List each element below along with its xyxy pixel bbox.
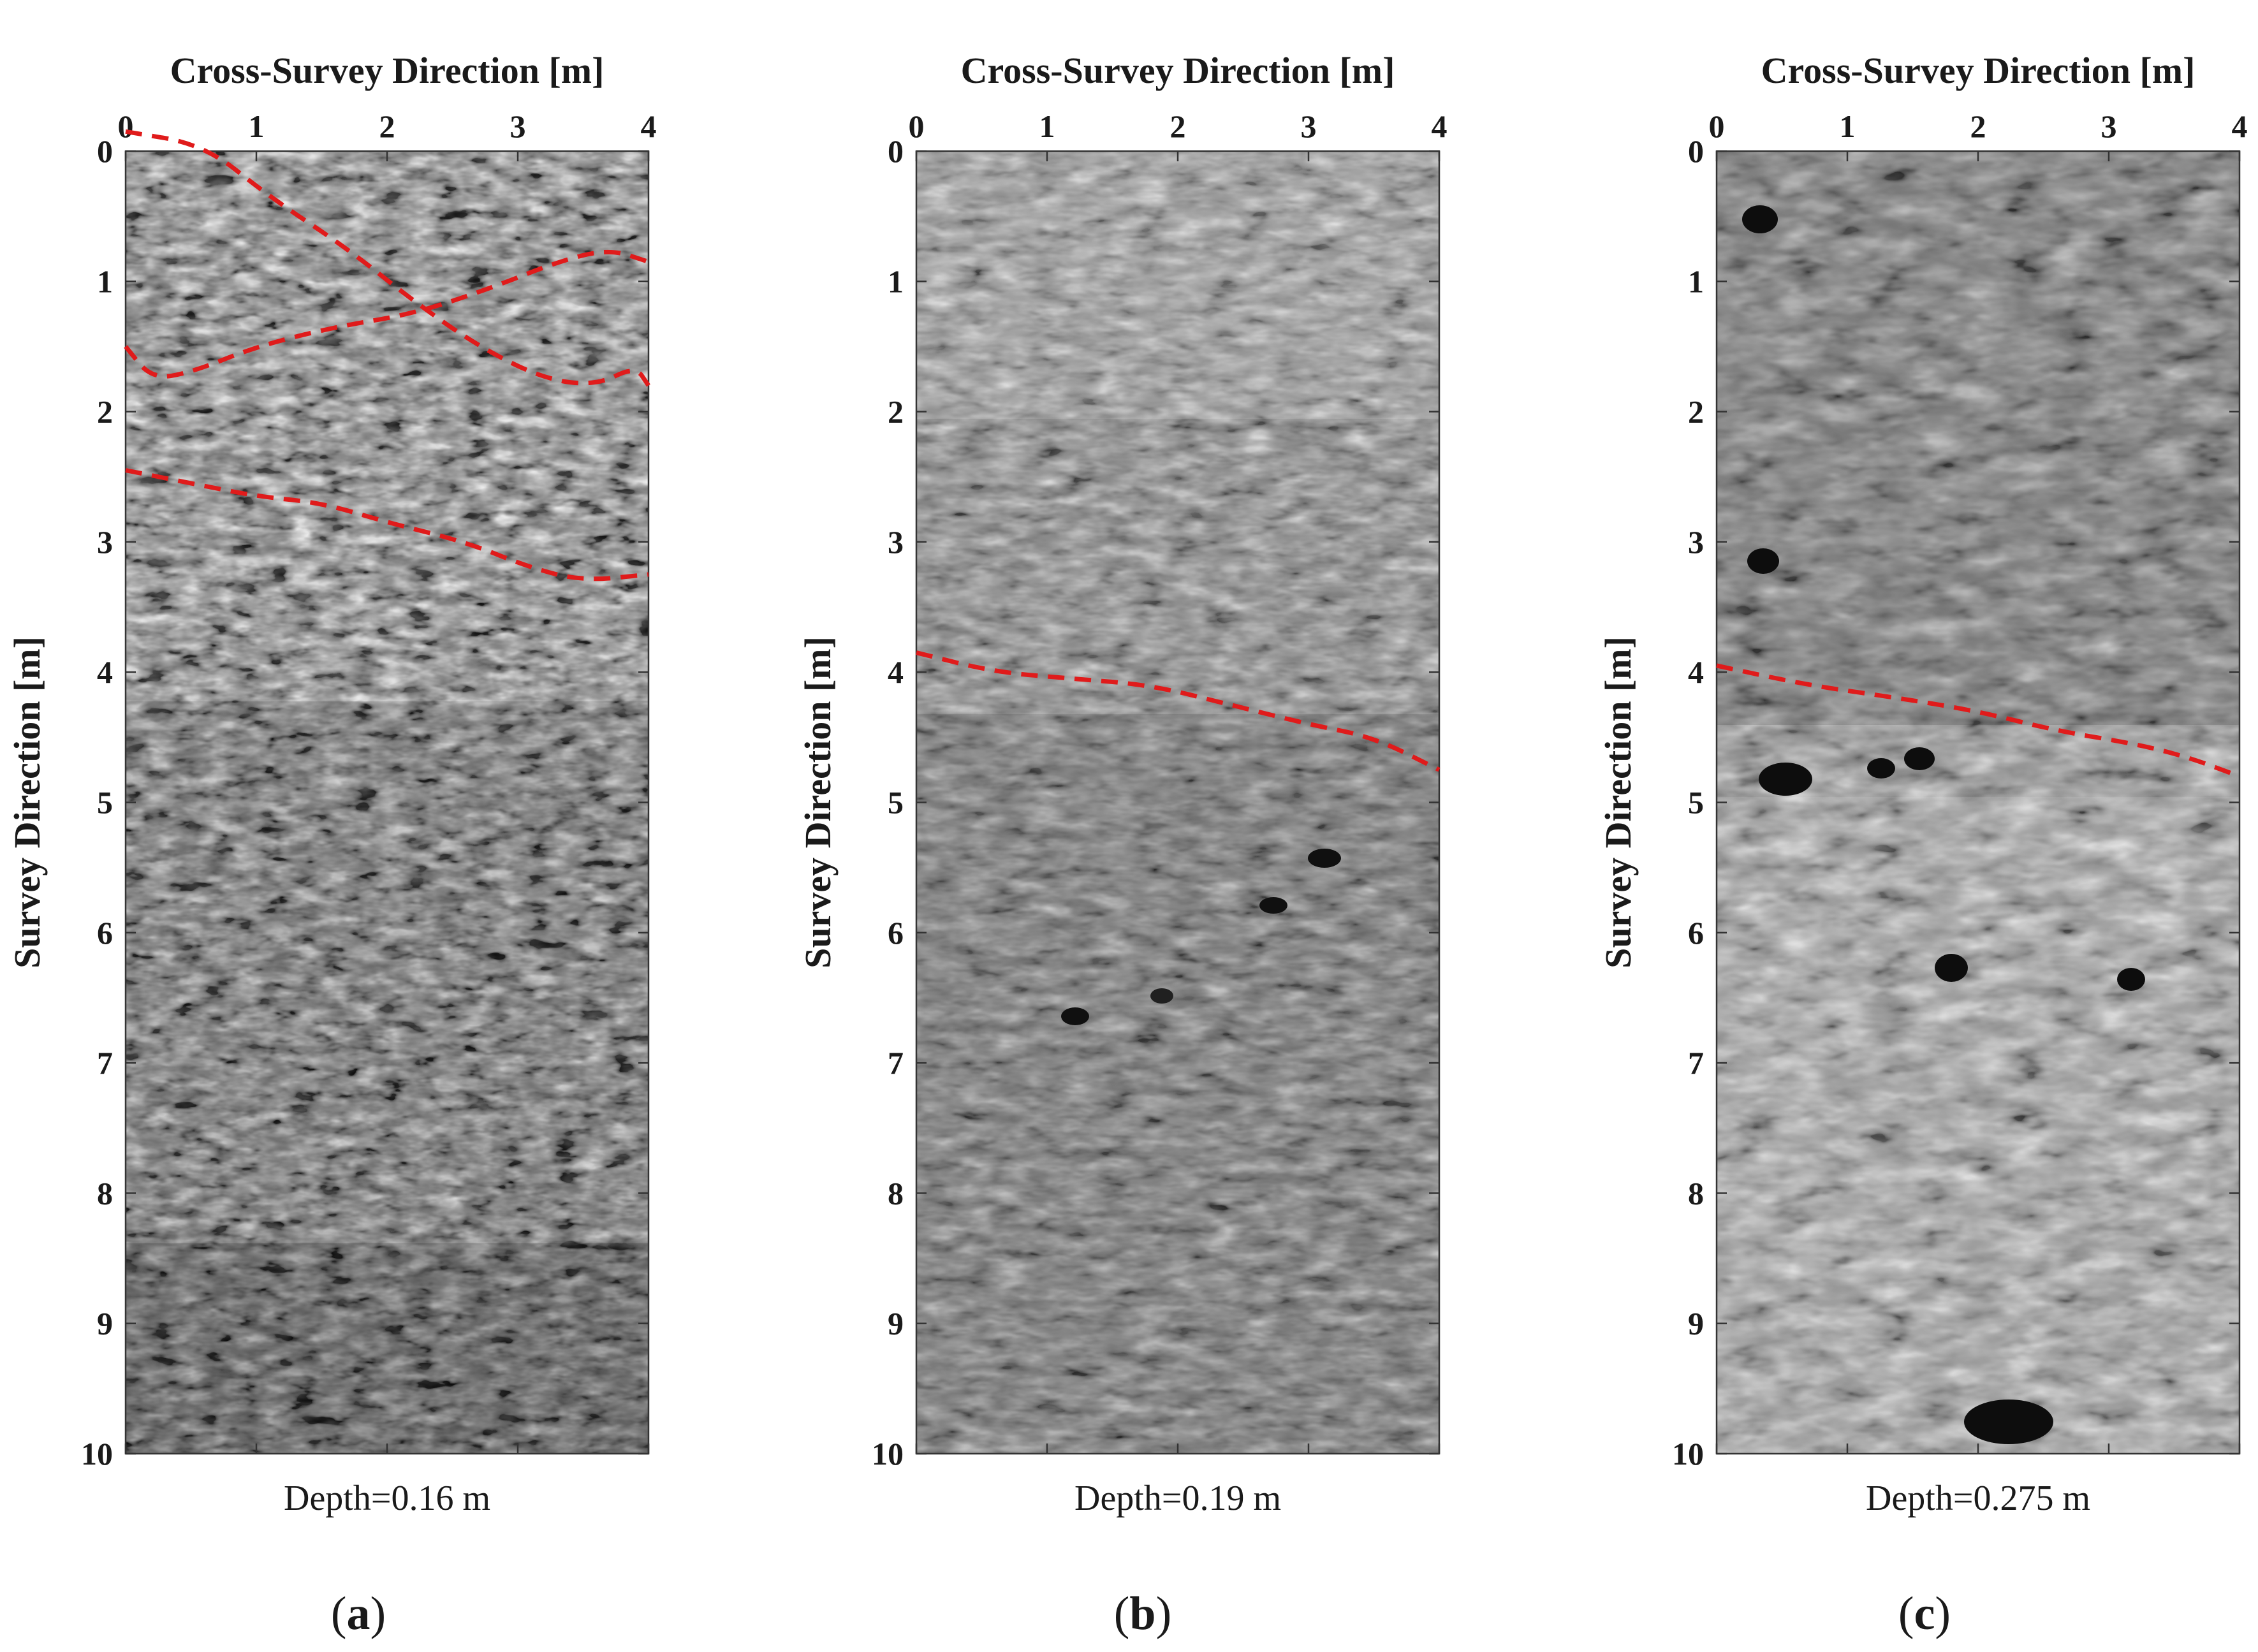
panel-label-open: ( <box>1114 1588 1130 1640</box>
y-tick-label: 7 <box>97 1045 113 1081</box>
panel-label-letter: a <box>347 1588 370 1640</box>
y-tick-label: 4 <box>888 654 904 690</box>
panel-b: 0 1 2 3 4 0 1 2 3 4 5 6 7 8 9 10 Cross-Survey Direction … <box>797 50 1448 1640</box>
x-tick-label: 4 <box>1432 108 1448 144</box>
y-tick-label: 2 <box>97 394 113 430</box>
y-tick-label: 4 <box>1688 654 1704 690</box>
y-tick-label: 8 <box>888 1175 904 1211</box>
y-tick-label: 10 <box>872 1436 904 1472</box>
y-tick-label: 2 <box>888 394 904 430</box>
x-tick-label: 3 <box>2101 108 2117 144</box>
y-tick-label: 3 <box>97 524 113 560</box>
panel-a: 0 1 2 3 4 0 1 2 3 4 5 6 7 8 9 10 Cross-Survey Direction … <box>6 50 657 1640</box>
x-tick-label: 0 <box>118 108 134 144</box>
x-tick-label: 4 <box>641 108 657 144</box>
boundary-dashed-line <box>125 468 649 581</box>
panel-c: 0 1 2 3 4 0 1 2 3 4 5 6 7 8 9 10 Cross-Survey Direction … <box>1597 50 2248 1640</box>
panel-label-close: ) <box>1935 1588 1951 1640</box>
dark-anomaly <box>1061 1007 1089 1025</box>
boundary-dashed-line <box>125 129 650 387</box>
dark-anomaly <box>1308 849 1341 868</box>
panel-label: (b) <box>1114 1588 1171 1640</box>
y-tick-label: 6 <box>888 915 904 951</box>
x-tick-label: 0 <box>909 108 925 144</box>
boundary-dashed-line <box>916 650 1441 772</box>
y-tick-label: 3 <box>1688 524 1704 560</box>
y-tick-label: 2 <box>1688 394 1704 430</box>
dark-anomaly <box>1747 548 1779 574</box>
x-tick-label: 2 <box>1170 108 1186 144</box>
dark-anomaly <box>1759 763 1812 796</box>
gpr-slice-image-c <box>1717 151 2240 1454</box>
y-axis-title: Survey Direction [m] <box>797 636 839 969</box>
y-tick-label: 9 <box>888 1306 904 1341</box>
panel-label-close: ) <box>370 1588 386 1640</box>
y-tick-label: 9 <box>1688 1306 1704 1341</box>
dark-anomaly <box>1742 205 1778 233</box>
y-tick-label: 1 <box>888 263 904 299</box>
y-tick-label: 6 <box>1688 915 1704 951</box>
dark-anomaly <box>1935 954 1968 982</box>
y-tick-label: 8 <box>1688 1175 1704 1211</box>
y-axis-title: Survey Direction [m] <box>6 636 48 969</box>
panel-label-close: ) <box>1156 1588 1172 1640</box>
depth-label: Depth=0.19 m <box>1074 1479 1281 1518</box>
y-tick-label: 10 <box>81 1436 113 1472</box>
panel-label-open: ( <box>331 1588 347 1640</box>
dark-anomaly <box>1904 747 1935 770</box>
y-tick-label: 5 <box>97 785 113 821</box>
panel-label: (c) <box>1898 1588 1951 1640</box>
depth-label: Depth=0.275 m <box>1866 1479 2090 1518</box>
x-axis-title: Cross-Survey Direction [m] <box>170 50 605 91</box>
y-tick-label: 3 <box>888 524 904 560</box>
boundary-dashed-line <box>124 249 650 379</box>
x-tick-label: 0 <box>1709 108 1725 144</box>
panel-label-letter: b <box>1129 1588 1155 1640</box>
panel-label: (a) <box>331 1588 386 1640</box>
x-tick-label: 4 <box>2232 108 2248 144</box>
y-tick-label: 0 <box>888 133 904 169</box>
x-tick-label: 2 <box>1970 108 1986 144</box>
dark-anomaly <box>1964 1400 2053 1444</box>
dark-anomaly <box>1867 758 1895 778</box>
y-axis-title: Survey Direction [m] <box>1597 636 1639 969</box>
dark-anomaly <box>1259 897 1287 914</box>
panel-label-open: ( <box>1898 1588 1914 1640</box>
y-tick-label: 1 <box>1688 263 1704 299</box>
y-tick-label: 0 <box>97 133 113 169</box>
depth-label: Depth=0.16 m <box>284 1479 490 1518</box>
x-tick-label: 3 <box>1301 108 1317 144</box>
y-tick-label: 8 <box>97 1175 113 1211</box>
y-tick-label: 1 <box>97 263 113 299</box>
panel-label-letter: c <box>1914 1588 1935 1640</box>
gpr-slice-image-b <box>916 151 1439 1454</box>
y-tick-label: 5 <box>888 785 904 821</box>
y-tick-label: 9 <box>97 1306 113 1341</box>
y-tick-label: 6 <box>97 915 113 951</box>
x-tick-label: 1 <box>1840 108 1856 144</box>
y-tick-label: 4 <box>97 654 113 690</box>
x-tick-label: 1 <box>1039 108 1055 144</box>
y-tick-label: 10 <box>1672 1436 1704 1472</box>
boundary-dashed-line <box>1716 663 2241 778</box>
y-tick-label: 5 <box>1688 785 1704 821</box>
y-tick-label: 7 <box>1688 1045 1704 1081</box>
y-tick-label: 7 <box>888 1045 904 1081</box>
x-tick-label: 2 <box>379 108 395 144</box>
x-tick-label: 1 <box>249 108 265 144</box>
dark-anomaly <box>2117 968 2145 991</box>
x-axis-title: Cross-Survey Direction [m] <box>961 50 1395 91</box>
x-tick-label: 3 <box>510 108 526 144</box>
x-axis-title: Cross-Survey Direction [m] <box>1761 50 2196 91</box>
dark-anomaly <box>1150 988 1173 1004</box>
gpr-slice-image-a <box>126 151 649 1454</box>
y-tick-label: 0 <box>1688 133 1704 169</box>
